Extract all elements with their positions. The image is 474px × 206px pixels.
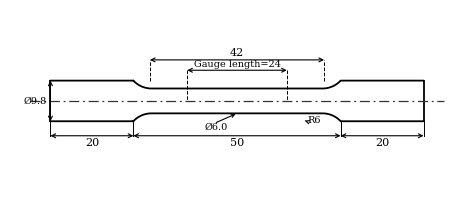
Text: Gauge length=24: Gauge length=24 [193, 60, 281, 69]
Text: 42: 42 [230, 48, 244, 58]
Text: 20: 20 [85, 138, 99, 148]
Text: 50: 50 [230, 138, 244, 148]
Text: Ø9.8: Ø9.8 [24, 96, 47, 105]
Text: 20: 20 [375, 138, 389, 148]
Text: R6: R6 [308, 116, 321, 125]
Text: Ø6.0: Ø6.0 [205, 123, 228, 131]
